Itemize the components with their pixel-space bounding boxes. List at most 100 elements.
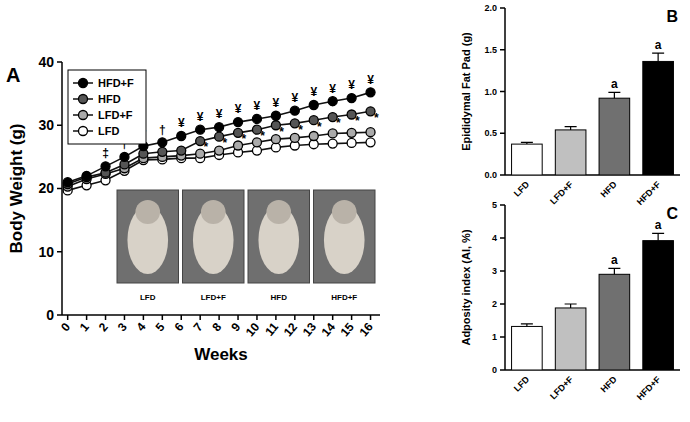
annotation: * (204, 140, 209, 154)
marker (366, 138, 375, 147)
marker (271, 111, 280, 120)
y-tick (500, 369, 505, 371)
significance-letter: a (655, 218, 662, 232)
y-tick-label: 4 (492, 233, 497, 243)
panel: 0.00.51.01.52.0LFDLFD+FHFDaHFD+FaEpididy… (460, 3, 680, 207)
x-tick-label: 7 (190, 320, 205, 334)
error-bar (521, 142, 533, 144)
x-tick (124, 315, 126, 320)
annotation: ¥ (235, 102, 242, 116)
annotation: * (260, 129, 265, 143)
bar (512, 326, 543, 370)
y-tick (500, 7, 505, 9)
y-tick (57, 125, 62, 127)
x-tick-label: 4 (134, 320, 149, 334)
panel: LFDLFD+FHFDHFD+F010203040012345678910111… (6, 54, 380, 364)
annotation: ¥ (216, 107, 223, 121)
marker (252, 114, 261, 123)
x-tick (86, 315, 88, 320)
y-axis-line (504, 205, 506, 370)
annotation: * (241, 132, 246, 146)
panel-title: C (666, 205, 678, 222)
annotation: ¥ (367, 73, 374, 87)
x-tick-label: LFD (512, 374, 532, 394)
plot-data (512, 233, 674, 370)
y-tick (500, 133, 505, 135)
legend: HFD+FHFDLFD+FLFD (68, 70, 146, 144)
annotation: * (374, 111, 379, 125)
x-tick (181, 315, 183, 320)
x-tick (162, 315, 164, 320)
x-tick-label: 9 (228, 320, 243, 334)
y-axis-label: Body Weight (g) (7, 124, 26, 254)
significance-letter: a (611, 253, 618, 267)
annotation: ‡ (102, 146, 109, 160)
x-tick-label: 3 (115, 320, 130, 334)
legend-frame (68, 70, 146, 144)
y-tick-label: 20 (38, 180, 54, 196)
inset-photo (117, 190, 179, 283)
y-tick (57, 251, 62, 253)
annotation: * (336, 116, 341, 130)
x-tick (143, 315, 145, 320)
y-tick-label: 0 (492, 365, 497, 375)
x-tick-label: 13 (300, 320, 320, 339)
x-tick-label: 10 (243, 320, 263, 339)
inset-photo (183, 190, 245, 283)
y-tick-label: 2 (492, 299, 497, 309)
y-tick (57, 314, 62, 316)
marker (347, 94, 356, 103)
marker (309, 101, 318, 110)
y-tick-label: 40 (38, 54, 54, 70)
x-tick-label: LFD (512, 179, 532, 199)
y-tick (500, 303, 505, 305)
y-tick-label: 1.0 (484, 87, 497, 97)
bar (643, 61, 674, 175)
marker (177, 146, 186, 155)
annotation: * (222, 136, 227, 150)
bar (599, 274, 630, 370)
annotation: * (355, 114, 360, 128)
marker (347, 138, 356, 147)
inset-label: LFD+F (201, 293, 226, 302)
x-tick-label: 0 (58, 320, 73, 334)
x-tick (237, 315, 239, 320)
x-tick (294, 315, 296, 320)
legend-marker (79, 79, 88, 88)
x-tick-label: 14 (319, 320, 339, 339)
bar (555, 130, 586, 175)
annotation: * (279, 125, 284, 139)
inset-photo-detail (201, 200, 226, 224)
x-tick-label: 15 (338, 320, 358, 339)
legend-marker (79, 127, 88, 136)
x-tick-label: 12 (281, 320, 301, 339)
inset-photo-detail (332, 200, 357, 224)
annotation: ¥ (273, 96, 280, 110)
annotation: ¥ (329, 82, 336, 96)
bar (555, 308, 586, 370)
x-tick (67, 315, 69, 320)
annotation: * (317, 120, 322, 134)
y-tick-label: 0 (46, 307, 54, 323)
figure: LFDLFD+FHFDHFD+F010203040012345678910111… (0, 0, 690, 422)
annotation: ¥ (197, 110, 204, 124)
marker (215, 123, 224, 132)
x-tick (332, 315, 334, 320)
inset-photo (248, 190, 310, 283)
inset-photo-detail (266, 200, 291, 224)
x-tick-label: 8 (209, 320, 224, 334)
x-tick (218, 315, 220, 320)
panel-title: A (6, 64, 20, 86)
annotation: * (298, 123, 303, 137)
marker (234, 118, 243, 127)
error-bar (565, 304, 577, 308)
x-tick-label: 1 (77, 320, 92, 334)
legend-label: LFD (98, 125, 119, 137)
inset-photo (314, 190, 376, 283)
marker (101, 162, 110, 171)
y-tick (500, 49, 505, 51)
inset-photo-detail (135, 200, 160, 224)
marker (366, 88, 375, 97)
y-tick-label: 5 (492, 200, 497, 210)
marker (120, 152, 129, 161)
